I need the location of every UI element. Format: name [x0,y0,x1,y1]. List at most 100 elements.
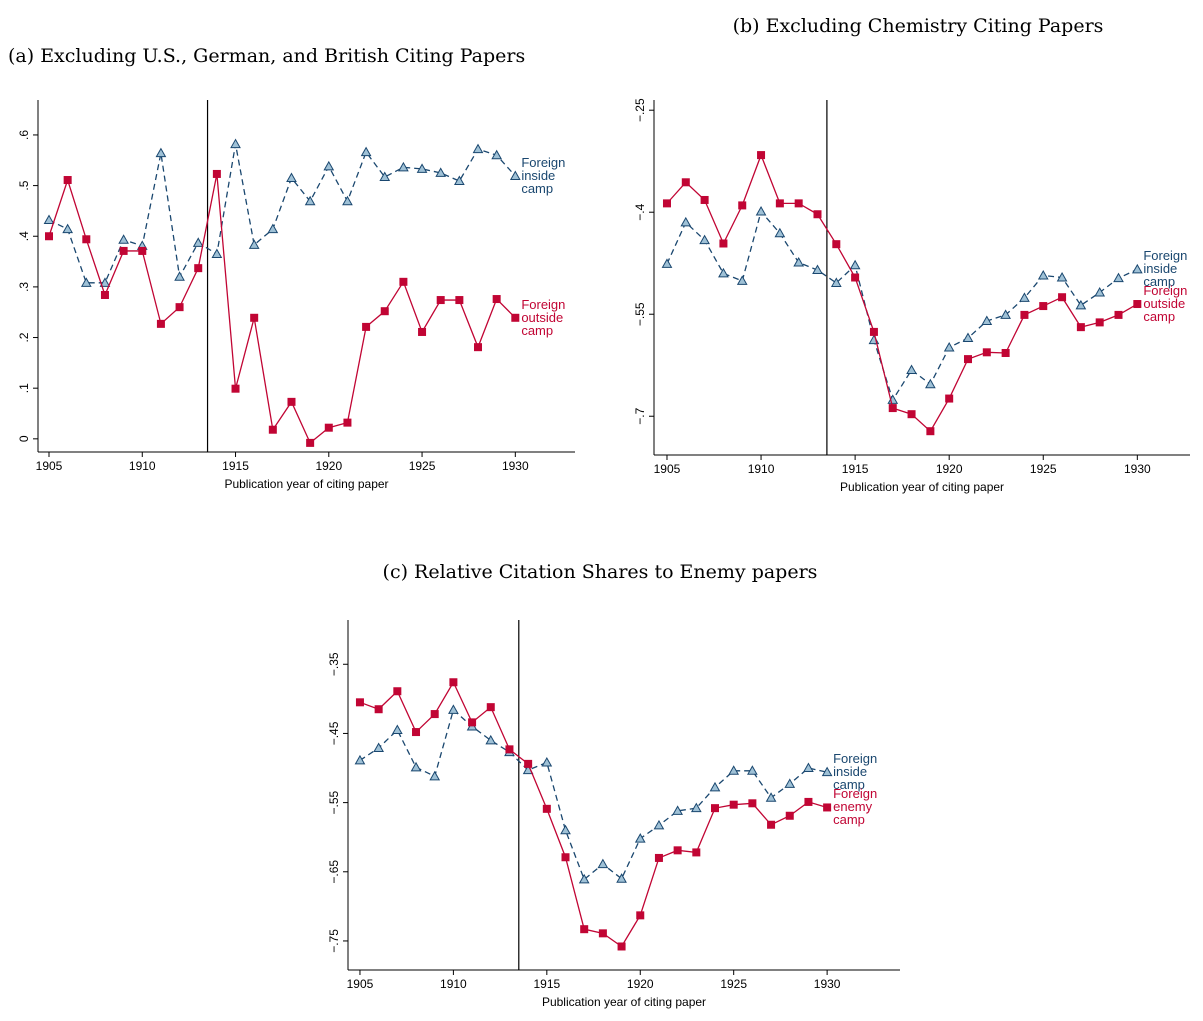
panel-title: (c) Relative Citation Shares to Enemy pa… [383,561,818,583]
square-marker [418,327,427,336]
series-line [359,680,828,948]
square-marker [963,355,972,364]
square-marker [1114,310,1123,319]
square-marker [393,687,402,696]
square-marker [813,210,822,219]
y-tick-label: −.65 [327,860,341,884]
square-marker [212,169,221,178]
series-line [666,153,1138,433]
y-tick-label: −.35 [327,652,341,676]
square-marker [82,235,91,244]
y-tick-label: .4 [17,231,31,241]
square-marker [1133,300,1142,309]
triangle-marker [398,161,409,172]
triangle-marker [1037,269,1049,280]
triangle-marker [634,833,646,843]
square-marker [794,199,803,208]
triangle-marker [680,216,692,227]
triangle-marker [1056,271,1068,282]
square-marker [681,178,690,187]
y-tick-label: −.45 [327,721,341,745]
square-marker [692,848,701,857]
square-marker [449,678,458,687]
triangle-marker [429,770,441,781]
x-tick-label: 1930 [502,459,529,473]
square-marker [1020,310,1029,319]
square-marker [654,853,663,862]
square-marker [63,176,72,185]
y-tick-label: −.7 [633,407,647,424]
x-tick-label: 1915 [222,459,249,473]
triangle-marker [491,149,503,160]
square-marker [455,296,464,305]
triangle-marker [1075,299,1087,310]
square-marker [45,232,54,241]
square-marker [542,804,551,813]
triangle-marker [485,734,497,745]
y-tick-label: .5 [17,180,31,190]
square-marker [982,348,991,357]
square-marker [100,290,109,299]
triangle-marker [747,765,758,775]
triangle-marker [174,271,185,281]
triangle-marker [597,858,609,869]
triangle-marker [448,704,459,714]
triangle-marker [454,175,465,186]
triangle-marker [435,167,447,177]
square-marker [907,410,916,419]
y-tick-label: .1 [17,383,31,393]
square-marker [468,718,477,727]
triangle-marker [1113,272,1124,283]
triangle-marker [793,257,805,267]
square-marker [436,296,445,305]
triangle-marker [728,765,740,775]
triangle-marker [43,214,55,225]
triangle-marker [360,146,372,157]
square-marker [175,303,184,312]
triangle-marker [765,792,777,802]
y-tick-label: −.55 [327,790,341,814]
triangle-marker [230,138,241,149]
x-tick-label: 1905 [36,459,63,473]
y-tick-label: .3 [17,282,31,292]
triangle-marker [736,275,748,285]
x-tick-label: 1910 [129,459,156,473]
triangle-marker [672,805,683,815]
triangle-marker [784,778,796,788]
x-tick-label: 1910 [748,462,775,476]
square-marker [711,804,720,813]
square-marker [823,803,832,812]
triangle-marker [774,227,786,238]
square-marker [775,199,784,208]
square-marker [738,201,747,210]
y-tick-label: .2 [17,332,31,342]
x-axis-label: Publication year of citing paper [840,480,1004,494]
square-marker [505,745,514,754]
series-line [48,143,516,284]
triangle-marker [286,172,297,182]
x-tick-label: 1925 [409,459,436,473]
square-marker [287,397,296,406]
square-marker [1076,323,1085,332]
square-marker [561,853,570,862]
square-marker [306,438,315,447]
square-marker [598,929,607,938]
series-label: Foreign inside camp [1143,248,1188,290]
square-marker [399,277,408,286]
square-marker [474,343,483,352]
x-tick-label: 1910 [440,977,467,991]
square-marker [729,800,738,809]
square-marker [617,942,626,951]
triangle-marker [925,378,936,389]
x-tick-label: 1905 [654,462,681,476]
triangle-marker [709,781,721,792]
square-marker [580,925,589,934]
triangle-marker [192,237,204,247]
triangle-marker [661,258,673,268]
triangle-marker [560,824,571,835]
square-marker [492,295,501,304]
triangle-marker [812,264,823,275]
square-marker [156,319,165,328]
